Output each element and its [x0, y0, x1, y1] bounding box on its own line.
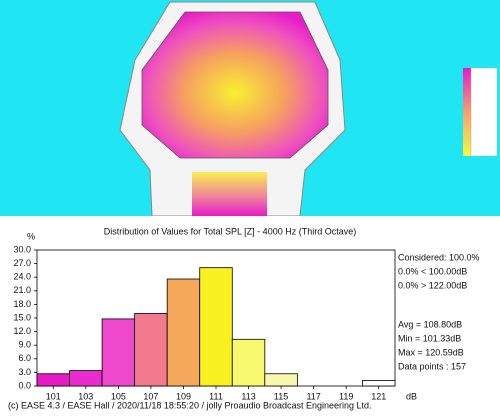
- stage-area: [192, 172, 267, 216]
- stat-label: Data points : 157: [398, 361, 466, 371]
- y-tick-label: 27.0: [13, 258, 31, 268]
- bar: [36, 373, 70, 387]
- footer: (c) EASE 4.3 / EASE Hall / 2020/11/18 18…: [8, 400, 372, 410]
- y-tick-label: 12.0: [13, 326, 31, 336]
- x-tick-label: 119: [339, 391, 353, 401]
- y-tick-label: 30.0: [13, 244, 31, 254]
- bar: [362, 380, 396, 387]
- stat-label: 0.0% < 100.00dB: [398, 266, 467, 276]
- stat-label: 0.0% > 122.00dB: [398, 280, 467, 290]
- y-tick-label: 18.0: [13, 299, 31, 309]
- y-tick-label: 3.0: [18, 367, 31, 377]
- chart-title: Distribution of Values for Total SPL [Z]…: [104, 226, 356, 236]
- color-scale-panel: [470, 67, 498, 157]
- stat-label: Avg = 108.80dB: [398, 319, 462, 329]
- x-tick-label: 121: [371, 391, 386, 401]
- bar: [166, 278, 201, 387]
- bar: [199, 267, 233, 387]
- y-tick-label: 0.0: [18, 380, 31, 390]
- y-tick-label: 24.0: [13, 272, 31, 282]
- bar: [101, 318, 136, 387]
- bar: [134, 313, 168, 387]
- x-tick-label: 115: [274, 391, 288, 401]
- bar: [264, 373, 298, 387]
- x-axis-label: dB: [406, 391, 417, 401]
- y-tick-label: 21.0: [13, 285, 31, 295]
- x-tick-label: 105: [111, 391, 126, 401]
- stat-label: Max = 120.59dB: [398, 347, 464, 357]
- y-tick-label: 6.0: [18, 353, 31, 363]
- x-tick-label: 111: [209, 391, 223, 401]
- y-tick-label: 9.0: [18, 340, 31, 350]
- stat-label: Min = 101.33dB: [398, 333, 461, 343]
- x-tick-label: 117: [306, 391, 320, 401]
- x-tick-label: 113: [241, 391, 255, 401]
- audience-area: [141, 11, 329, 159]
- x-tick-label: 103: [78, 391, 93, 401]
- x-tick-label: 101: [46, 391, 61, 401]
- bar: [231, 338, 266, 387]
- x-tick-label: 107: [143, 391, 158, 401]
- stat-label: Considered: 100.0%: [398, 252, 480, 262]
- x-tick-label: 109: [176, 391, 191, 401]
- bar: [69, 370, 103, 387]
- y-axis-label: %: [27, 231, 35, 241]
- color-scale: [463, 68, 471, 156]
- y-tick-label: 15.0: [13, 312, 31, 322]
